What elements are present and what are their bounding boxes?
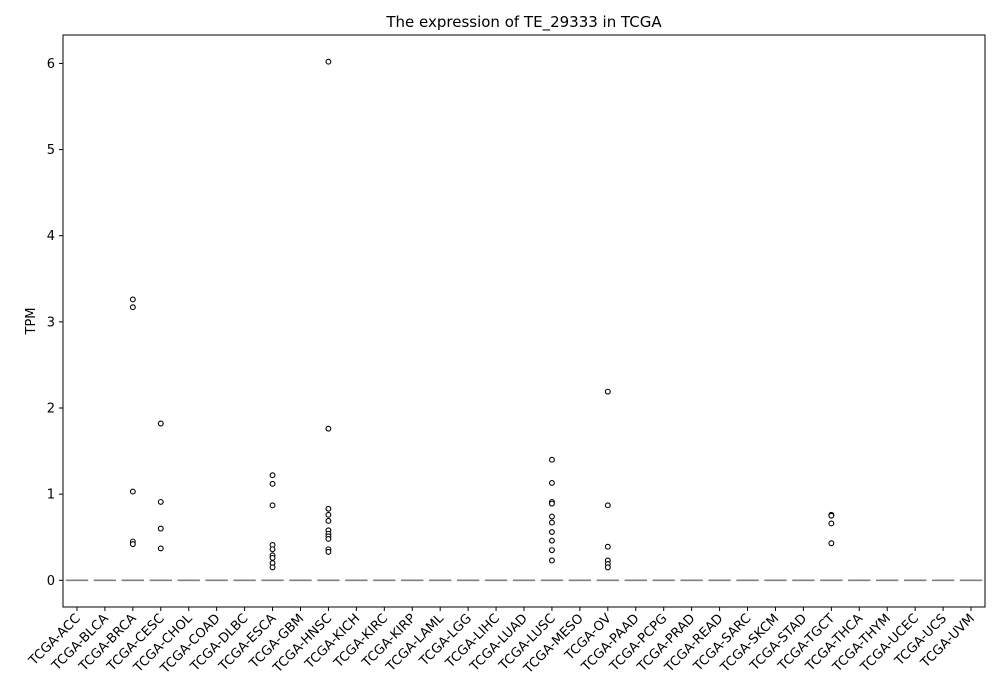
outlier-point xyxy=(548,519,555,526)
outlier-point xyxy=(129,304,136,311)
y-tick-label: 6 xyxy=(47,57,55,72)
outlier-point xyxy=(269,502,276,509)
outlier-point xyxy=(325,535,332,542)
y-tick-label: 4 xyxy=(47,229,55,244)
outlier-point xyxy=(548,480,555,486)
outlier-point xyxy=(548,500,555,507)
y-tick-label: 5 xyxy=(47,143,55,158)
outlier-point xyxy=(548,557,555,564)
outlier-point xyxy=(604,388,611,395)
outlier-point xyxy=(548,537,555,544)
outlier-point xyxy=(269,472,276,479)
outlier-point xyxy=(828,540,835,547)
outlier-point xyxy=(157,498,164,505)
outlier-point xyxy=(325,517,332,524)
outlier-point xyxy=(157,545,164,552)
y-tick-label: 1 xyxy=(47,488,55,503)
y-tick-label: 2 xyxy=(47,402,55,417)
outlier-point xyxy=(548,529,555,536)
y-axis-label: TPM xyxy=(24,308,39,336)
outlier-point xyxy=(828,512,835,519)
chart-title: The expression of TE_29333 in TCGA xyxy=(385,13,662,32)
outlier-point xyxy=(129,296,136,303)
outlier-point xyxy=(325,58,332,65)
outlier-point xyxy=(548,547,555,554)
plot-area: 0123456TCGA-ACCTCGA-BLCATCGA-BRCATCGA-CE… xyxy=(26,57,983,677)
outlier-point xyxy=(269,480,276,487)
outlier-point xyxy=(269,564,276,571)
y-tick-label: 3 xyxy=(47,315,55,330)
outlier-point xyxy=(325,425,332,432)
y-tick-label: 0 xyxy=(47,574,55,589)
outlier-point xyxy=(325,505,332,512)
outlier-point xyxy=(157,525,164,532)
outlier-point xyxy=(129,541,136,548)
outlier-point xyxy=(157,420,164,427)
outlier-point xyxy=(269,554,276,561)
outlier-point xyxy=(604,543,611,550)
outlier-point xyxy=(325,548,332,555)
outlier-point xyxy=(548,513,555,520)
outlier-point xyxy=(604,564,611,571)
outlier-point xyxy=(269,546,276,553)
outlier-point xyxy=(828,520,835,527)
outlier-point xyxy=(604,502,611,509)
plot-frame xyxy=(62,34,986,608)
outlier-point xyxy=(325,511,332,518)
outlier-point xyxy=(548,456,555,463)
outlier-point xyxy=(129,488,136,495)
